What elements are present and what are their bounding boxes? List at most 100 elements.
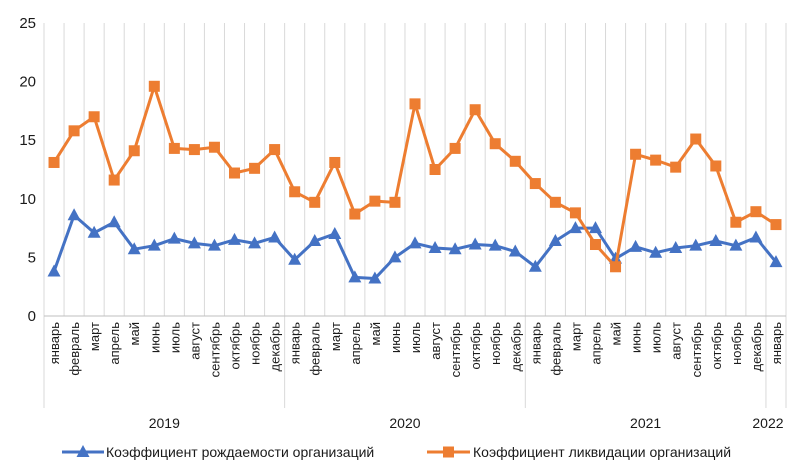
x-tick-label: июль [649, 322, 664, 353]
data-point [568, 221, 582, 234]
x-tick-label: декабрь [268, 322, 283, 372]
data-point [88, 111, 100, 123]
data-point [249, 162, 261, 174]
x-tick-label: январь [288, 322, 303, 364]
data-point [87, 225, 101, 238]
x-tick-label: февраль [67, 322, 82, 376]
series-liquidation-rate [48, 80, 782, 273]
x-tick-label: август [428, 322, 443, 360]
data-point [629, 239, 643, 252]
x-tick-label: май [609, 322, 624, 345]
data-point [569, 207, 581, 219]
data-point [188, 144, 200, 156]
data-point [329, 156, 341, 168]
data-point [128, 145, 140, 157]
data-point [288, 252, 302, 265]
data-point [108, 174, 120, 186]
data-point [208, 141, 220, 153]
data-point [207, 238, 221, 251]
x-tick-label: май [368, 322, 383, 345]
x-tick-label: сентябрь [689, 322, 704, 378]
data-point [408, 236, 422, 249]
x-tick-label: март [328, 322, 343, 351]
x-tick-label: июль [408, 322, 423, 353]
data-point [749, 230, 763, 243]
x-tick-label: июнь [388, 322, 403, 353]
y-axis: 0 5 10 15 20 25 [19, 15, 36, 325]
x-tick-label: апрель [107, 322, 122, 365]
data-point [268, 230, 282, 243]
data-point [248, 236, 262, 249]
y-tick-label: 0 [28, 308, 36, 325]
x-tick-label: ноябрь [729, 322, 744, 365]
gridlines [43, 23, 787, 408]
data-point [549, 196, 561, 208]
data-point [468, 237, 482, 250]
y-tick-label: 25 [19, 15, 36, 32]
data-point [67, 208, 81, 221]
x-tick-label: сентябрь [448, 322, 463, 378]
x-tick-label: июнь [147, 322, 162, 353]
data-point [309, 196, 321, 208]
legend-item: Коэффициент ликвидации организаций [427, 444, 731, 460]
data-point [107, 215, 121, 228]
data-point [368, 271, 382, 284]
x-tick-label: март [87, 322, 102, 351]
x-tick-label: декабрь [749, 322, 764, 372]
x-axis-month-labels: январь февраль март апрель май июнь июль август… [47, 322, 784, 378]
data-point [709, 233, 723, 246]
series-birth-rate [47, 208, 783, 284]
data-point [389, 196, 401, 208]
x-tick-label: февраль [308, 322, 323, 376]
data-point [750, 206, 762, 218]
x-tick-label: август [187, 322, 202, 360]
data-point [348, 270, 362, 283]
x-tick-label: май [127, 322, 142, 345]
data-point [769, 255, 783, 268]
year-label: 2020 [389, 415, 420, 431]
data-point [409, 98, 421, 110]
data-point [289, 186, 301, 198]
y-tick-label: 15 [19, 132, 36, 149]
legend-item: Коэффициент рождаемости организаций [62, 444, 374, 460]
data-point [168, 142, 180, 154]
x-tick-label: март [568, 322, 583, 351]
data-point [229, 167, 241, 179]
data-point [428, 241, 442, 254]
data-point [448, 242, 462, 255]
x-tick-label: октябрь [468, 322, 483, 370]
data-point [689, 238, 703, 251]
legend-label: Коэффициент рождаемости организаций [106, 444, 374, 460]
x-tick-label: сентябрь [207, 322, 222, 378]
legend: Коэффициент рождаемости организаций Коэфф… [62, 444, 731, 460]
data-point [187, 236, 201, 249]
data-point [68, 125, 80, 137]
x-tick-label: январь [528, 322, 543, 364]
year-label: 2019 [149, 415, 180, 431]
data-point [528, 259, 542, 272]
data-point [228, 232, 242, 245]
legend-label: Коэффициент ликвидации организаций [473, 444, 731, 460]
x-tick-label: январь [47, 322, 62, 364]
data-point [488, 238, 502, 251]
data-point [729, 238, 743, 251]
data-point [650, 154, 662, 166]
legend-marker [443, 446, 454, 458]
x-tick-label: январь [769, 322, 784, 364]
data-point [669, 241, 683, 254]
data-point [589, 239, 601, 251]
data-point [148, 80, 160, 92]
data-point [509, 155, 521, 167]
data-point [649, 245, 663, 258]
x-tick-label: август [669, 322, 684, 360]
data-point [630, 148, 642, 160]
data-point [489, 138, 501, 150]
x-tick-label: декабрь [508, 322, 523, 372]
legend-marker [76, 445, 90, 457]
data-point [508, 244, 522, 257]
x-tick-label: апрель [588, 322, 603, 365]
data-point [730, 216, 742, 228]
data-point [770, 219, 782, 231]
data-point [48, 156, 60, 168]
